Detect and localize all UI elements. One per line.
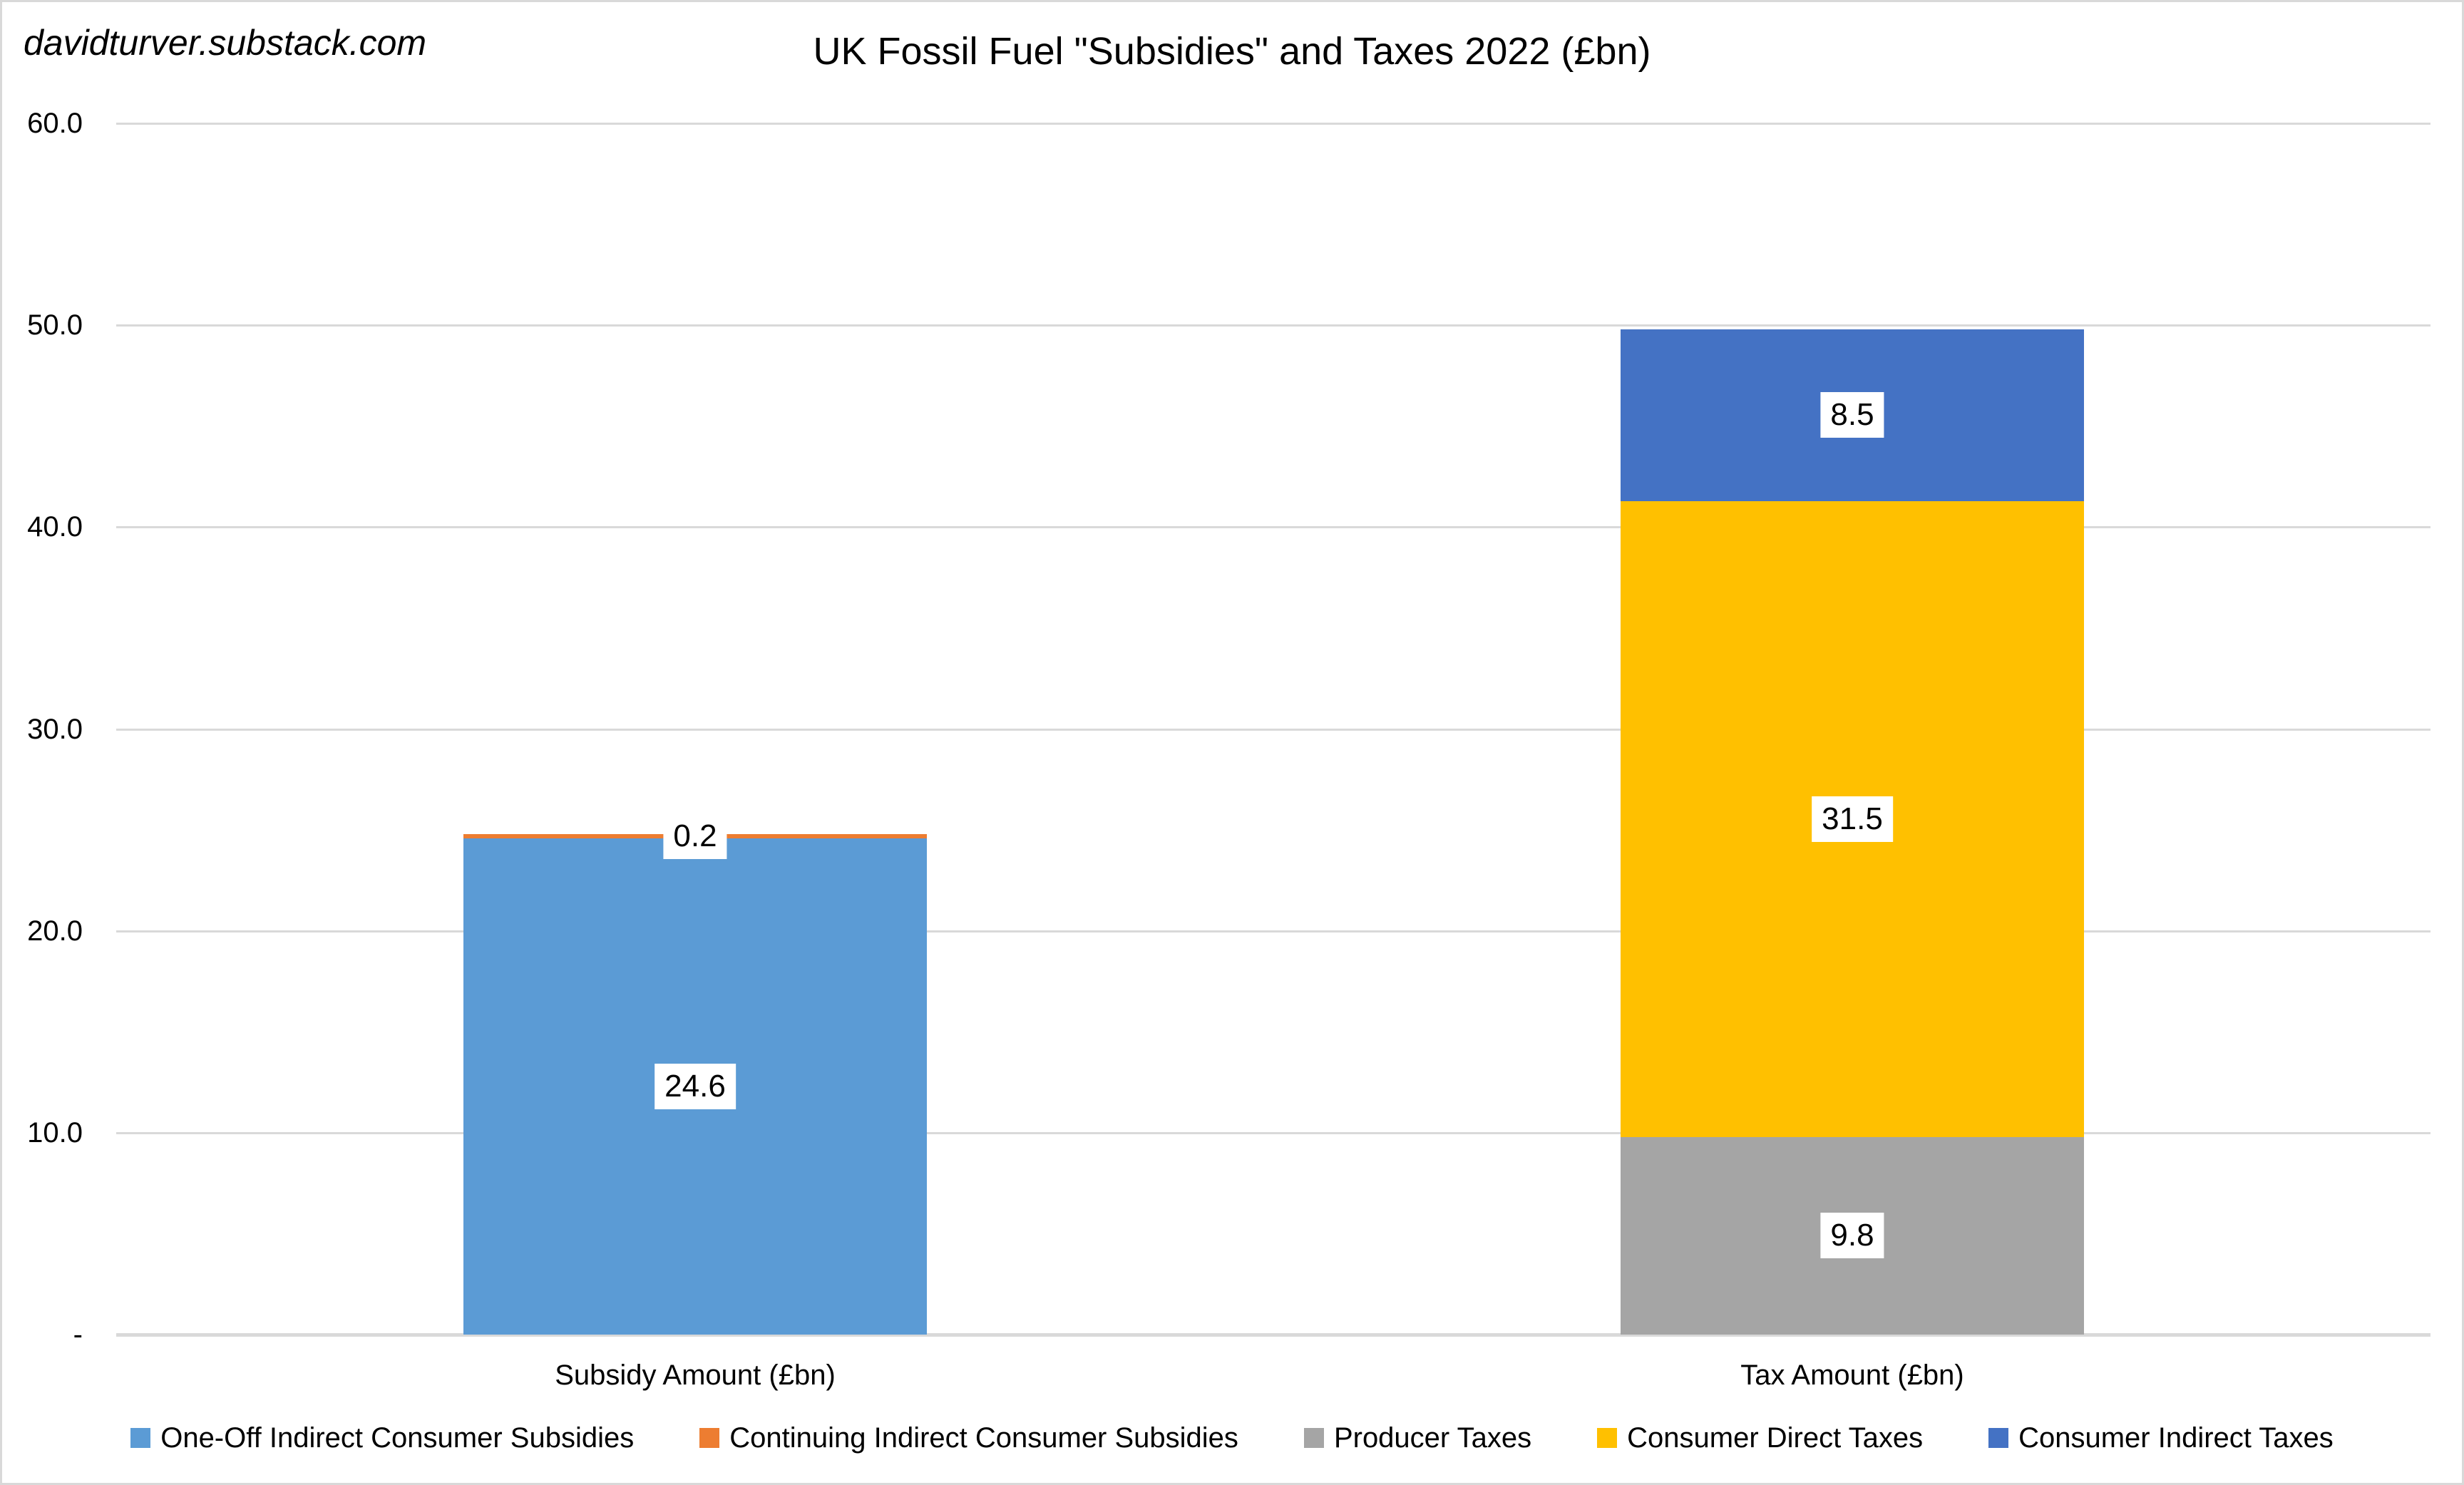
- legend: One-Off Indirect Consumer Subsidies Conti…: [2, 1417, 2462, 1459]
- y-tick-label-20: 20.0: [27, 915, 83, 947]
- y-tick-label-10: 10.0: [27, 1117, 83, 1149]
- gridline-10: [116, 1132, 2430, 1134]
- legend-label: Producer Taxes: [1333, 1422, 1532, 1454]
- y-tick-label-50: 50.0: [27, 309, 83, 341]
- legend-color-swatch: [1597, 1428, 1618, 1448]
- legend-item: Continuing Indirect Consumer Subsidies: [699, 1421, 1238, 1455]
- legend-label: One-Off Indirect Consumer Subsidies: [160, 1422, 635, 1454]
- gridline-20: [116, 930, 2430, 932]
- legend-label: Consumer Direct Taxes: [1627, 1422, 1924, 1454]
- gridline-30: [116, 729, 2430, 731]
- data-label: 8.5: [1820, 392, 1884, 438]
- legend-item: Consumer Direct Taxes: [1597, 1421, 1923, 1455]
- legend-color-swatch: [1988, 1428, 2009, 1448]
- watermark: davidturver.substack.com: [24, 23, 427, 63]
- y-tick-label-zero: -: [73, 1319, 83, 1350]
- gridline-60: [116, 123, 2430, 125]
- gridline-50: [116, 324, 2430, 327]
- category-label: Subsidy Amount (£bn): [555, 1360, 836, 1391]
- legend-color-swatch: [130, 1428, 151, 1448]
- y-tick-label-60: 60.0: [27, 108, 83, 139]
- legend-item: One-Off Indirect Consumer Subsidies: [130, 1421, 634, 1455]
- y-tick-label-30: 30.0: [27, 714, 83, 745]
- data-label: 0.2: [663, 813, 727, 859]
- gridline-40: [116, 526, 2430, 528]
- data-label: 9.8: [1820, 1213, 1884, 1258]
- legend-item: Producer Taxes: [1303, 1421, 1532, 1455]
- legend-label: Consumer Indirect Taxes: [2018, 1422, 2334, 1454]
- chart-title: UK Fossil Fuel "Subsidies" and Taxes 202…: [813, 30, 1651, 73]
- legend-item: Consumer Indirect Taxes: [1988, 1421, 2334, 1455]
- legend-label: Continuing Indirect Consumer Subsidies: [729, 1422, 1238, 1454]
- y-tick-label-40: 40.0: [27, 511, 83, 543]
- x-axis-line: [116, 1333, 2430, 1337]
- category-label: Tax Amount (£bn): [1740, 1360, 1964, 1391]
- legend-color-swatch: [699, 1428, 720, 1448]
- legend-color-swatch: [1303, 1428, 1324, 1448]
- data-label: 31.5: [1812, 796, 1893, 842]
- data-label: 24.6: [654, 1064, 736, 1109]
